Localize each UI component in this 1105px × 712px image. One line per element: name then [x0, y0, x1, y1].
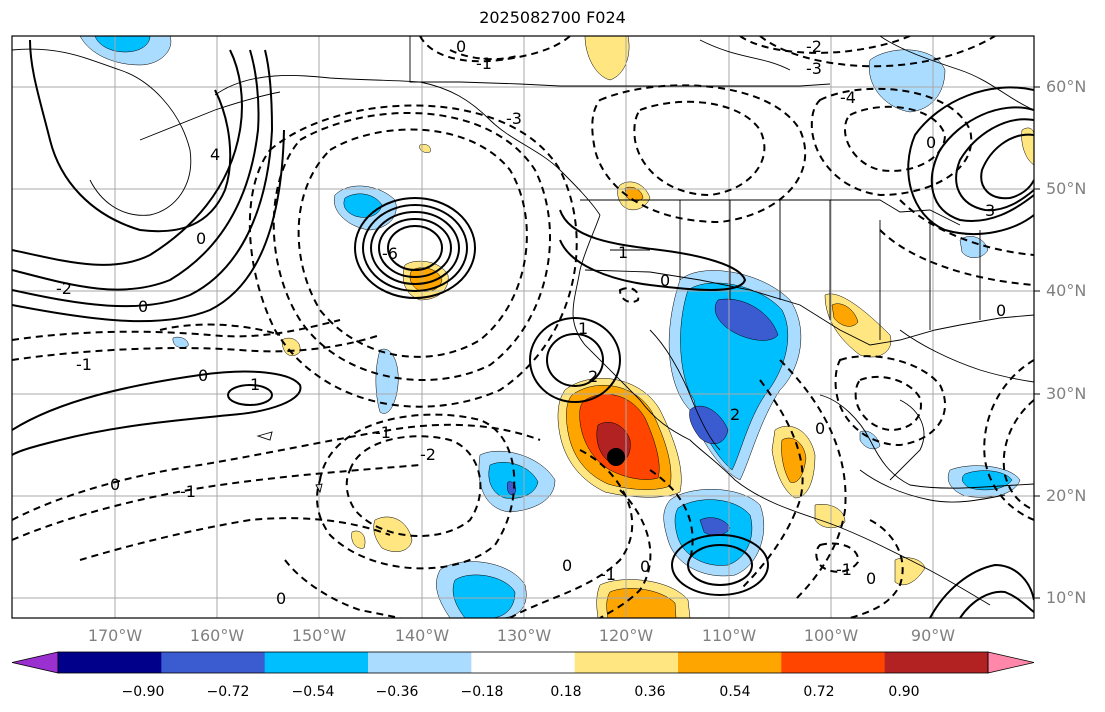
- contour-label: 0: [640, 557, 650, 576]
- negative-anomaly-region: [94, 36, 151, 53]
- contour-label: 0: [926, 133, 936, 152]
- lon-label: 170°W: [87, 626, 143, 645]
- chart-title: 2025082700 F024: [479, 8, 626, 27]
- lat-label: 40°N: [1046, 281, 1087, 300]
- contour-label: 2: [588, 367, 598, 386]
- lon-label: 90°W: [910, 626, 956, 645]
- contour-label: 3: [985, 201, 995, 220]
- contour-label: 0: [138, 297, 148, 316]
- lat-ticks: [1034, 86, 1040, 599]
- positive-anomaly-region: [624, 186, 644, 202]
- lon-label: 120°W: [598, 626, 654, 645]
- positive-anomaly-region: [351, 530, 366, 549]
- contour-label: 1: [618, 243, 628, 262]
- plot-frame: [11, 35, 1035, 619]
- contour-label: -3: [506, 109, 522, 128]
- contour-label: 2: [730, 405, 740, 424]
- contour-labels: 0 -1 -2 -3 -4 -6 1 0 1 1 0 -1 -1 -2 0 -1…: [56, 37, 1006, 608]
- lat-label: 30°N: [1046, 384, 1087, 403]
- contour-label: 0: [660, 271, 670, 290]
- colorbar-tick-label: 0.18: [550, 684, 582, 700]
- contour-label: 0: [110, 475, 120, 494]
- positive-anomaly-region: [1021, 127, 1034, 166]
- negative-anomaly-region: [959, 236, 989, 258]
- positive-anomaly-region: [814, 504, 846, 528]
- positive-anomaly-region: [781, 437, 807, 483]
- contour-label: -1: [375, 423, 391, 442]
- contour-label: -1: [836, 560, 852, 579]
- contour-label: -1: [476, 54, 492, 73]
- lat-label: 60°N: [1046, 77, 1087, 96]
- lon-label: 160°W: [189, 626, 245, 645]
- contour-label: 0: [866, 569, 876, 588]
- lon-label: 130°W: [496, 626, 552, 645]
- contour-label: 1: [578, 319, 588, 338]
- lon-label: 100°W: [803, 626, 859, 645]
- colorbar-tick-label: 0.72: [803, 684, 835, 700]
- positive-anomaly-region: [373, 516, 413, 552]
- contour-label: 0: [996, 301, 1006, 320]
- negative-anomaly-region: [452, 574, 516, 618]
- contour-label: -6: [382, 244, 398, 263]
- colorbar-extend-max: [987, 651, 1035, 674]
- colorbar-extend-min: [11, 651, 59, 674]
- colorbar: [11, 651, 1035, 674]
- contour-label: -2: [806, 37, 822, 56]
- colorbar-tick-label: −0.90: [121, 684, 165, 700]
- colorbar-tick-label: 0.54: [719, 684, 751, 700]
- negative-anomaly-region: [375, 348, 399, 414]
- colorbar-tick-label: −0.18: [460, 684, 504, 700]
- contour-label: 0: [562, 556, 572, 575]
- contour-label: 0: [456, 37, 466, 56]
- colorbar-segment: [264, 652, 369, 673]
- contour-label: 0: [276, 589, 286, 608]
- negative-anomaly-region: [714, 298, 779, 341]
- contour-label: -1: [76, 355, 92, 374]
- contour-label: -2: [420, 445, 436, 464]
- contour-label: -3: [806, 59, 822, 78]
- lat-label: 10°N: [1046, 588, 1087, 607]
- lon-label: 140°W: [394, 626, 450, 645]
- positive-anomaly-region: [606, 588, 677, 618]
- anomaly-shading: [79, 36, 1034, 618]
- positive-contours: [12, 39, 1034, 618]
- contour-label: -4: [840, 88, 856, 107]
- contour-label: 0: [196, 229, 206, 248]
- positive-anomaly-region: [281, 337, 301, 356]
- colorbar-tick-label: −0.72: [206, 684, 250, 700]
- colorbar-segment: [58, 652, 162, 673]
- positive-anomaly-region: [584, 36, 630, 81]
- lon-label: 110°W: [701, 626, 757, 645]
- colorbar-segment: [781, 652, 886, 673]
- colorbar-segment: [471, 652, 576, 673]
- colorbar-segment: [678, 652, 782, 673]
- lat-label: 20°N: [1046, 486, 1087, 505]
- positive-anomaly-region: [831, 303, 859, 327]
- colorbar-outline: [57, 651, 989, 674]
- lat-label: 50°N: [1046, 179, 1087, 198]
- contour-label: -2: [56, 279, 72, 298]
- colorbar-segment: [368, 652, 472, 673]
- colorbar-tick-label: −0.54: [291, 684, 335, 700]
- negative-contours: [12, 36, 1034, 618]
- contour-label: 1: [250, 375, 260, 394]
- colorbar-tick-label: −0.36: [375, 684, 419, 700]
- colorbar-segment: [574, 652, 679, 673]
- colorbar-segment: [161, 652, 266, 673]
- colorbar-segment: [884, 652, 989, 673]
- contour-label: -1: [600, 565, 616, 584]
- lon-label: 150°W: [291, 626, 347, 645]
- contour-label: 0: [815, 419, 825, 438]
- negative-anomaly-region: [172, 336, 189, 348]
- colorbar-tick-label: 0.36: [634, 684, 666, 700]
- contour-label: -1: [180, 482, 196, 501]
- graticule: [12, 36, 1034, 618]
- negative-anomaly-region: [962, 470, 1013, 491]
- storm-center-marker: [607, 448, 625, 466]
- negative-anomaly-region: [699, 517, 731, 536]
- contour-label: 4: [210, 145, 220, 164]
- contour-label: 0: [198, 366, 208, 385]
- colorbar-tick-label: 0.90: [888, 684, 920, 700]
